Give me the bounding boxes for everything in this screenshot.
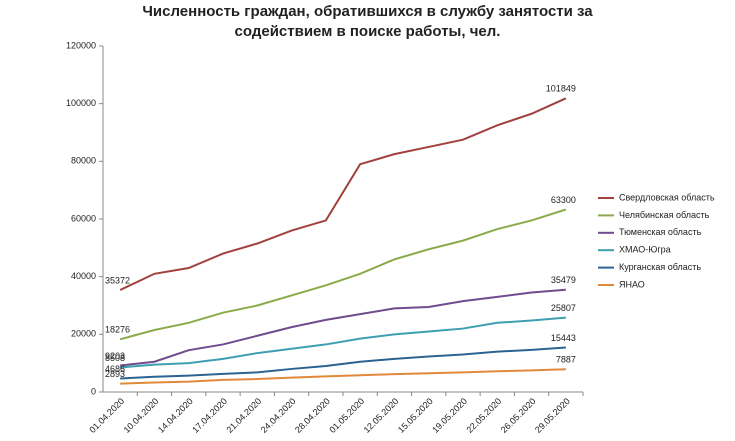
data-label: 101849 — [546, 84, 576, 94]
legend-label: Тюменская область — [619, 227, 702, 237]
x-tick-label: 28.04.2020 — [293, 396, 332, 435]
x-tick-label: 19.05.2020 — [430, 396, 469, 435]
x-tick-label: 29.05.2020 — [533, 396, 572, 435]
y-tick-label: 0 — [91, 386, 96, 396]
x-tick-label: 21.04.2020 — [224, 396, 263, 435]
x-tick-label: 17.04.2020 — [190, 396, 229, 435]
legend-label: Свердловская область — [619, 192, 715, 202]
data-label: 35372 — [105, 275, 130, 285]
x-tick-label: 22.05.2020 — [464, 396, 503, 435]
series-line — [120, 316, 566, 369]
y-tick-label: 20000 — [71, 329, 96, 339]
legend-label: ХМАО-Югра — [619, 245, 671, 255]
series-line — [120, 288, 566, 367]
chart-title: Численность граждан, обратившихся в служ… — [142, 3, 593, 40]
legend-label: Курганская область — [619, 262, 701, 272]
x-tick-label: 24.04.2020 — [259, 396, 298, 435]
y-tick-label: 40000 — [71, 271, 96, 281]
data-label: 15443 — [551, 333, 576, 343]
data-label: 25807 — [551, 303, 576, 313]
data-label: 63300 — [551, 195, 576, 205]
data-label: 8508 — [105, 353, 125, 363]
legend-label: Челябинская область — [619, 210, 710, 220]
x-tick-label: 10.04.2020 — [122, 396, 161, 435]
y-tick-label: 60000 — [71, 213, 96, 223]
series-line — [119, 97, 567, 291]
x-tick-label: 26.05.2020 — [499, 396, 538, 435]
x-tick-label: 01.04.2020 — [87, 396, 126, 435]
y-tick-label: 100000 — [66, 98, 96, 108]
series-line — [119, 208, 567, 341]
data-label: 18276 — [105, 325, 130, 335]
x-tick-label: 12.05.2020 — [362, 396, 401, 435]
data-label: 4686 — [105, 364, 125, 374]
data-label: 9203 — [105, 351, 125, 361]
series-line — [120, 346, 566, 380]
y-tick-label: 80000 — [71, 156, 96, 166]
legend-label: ЯНАО — [619, 279, 645, 289]
x-tick-label: 01.05.2020 — [327, 396, 366, 435]
data-label: 2893 — [105, 369, 125, 379]
y-tick-label: 120000 — [66, 40, 96, 50]
series-line — [120, 368, 566, 385]
data-label: 7887 — [556, 355, 576, 365]
x-tick-label: 15.05.2020 — [396, 396, 435, 435]
data-label: 35479 — [551, 275, 576, 285]
x-tick-label: 14.04.2020 — [156, 396, 195, 435]
